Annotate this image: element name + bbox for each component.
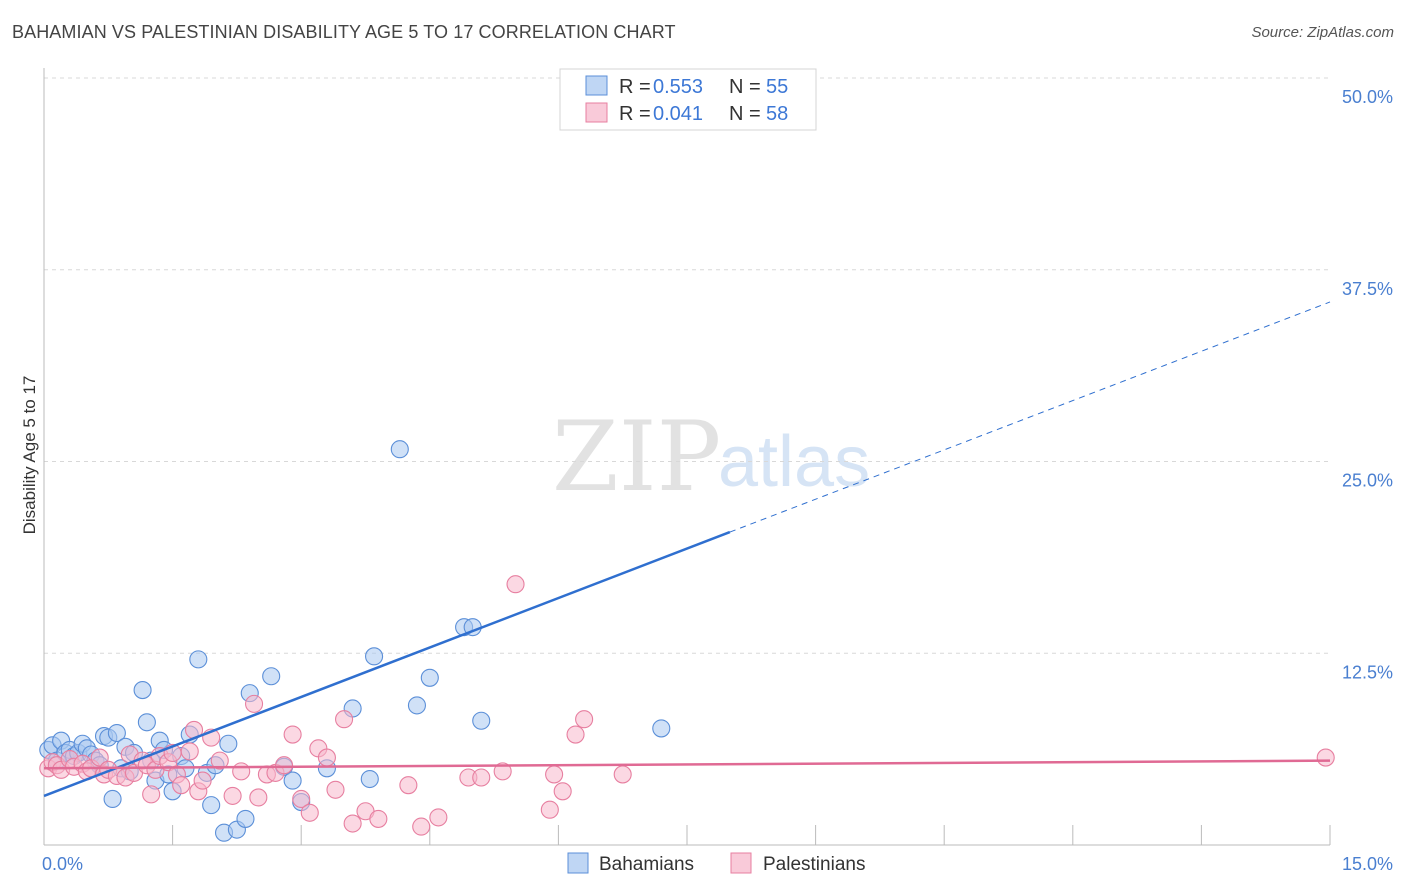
bahamians-point-54 bbox=[472, 711, 491, 730]
trend-lines bbox=[43, 301, 1331, 798]
grid-lines bbox=[44, 77, 1330, 654]
palestinians-point-49 bbox=[412, 817, 431, 836]
legend-r-label-palestinians: R = bbox=[619, 103, 651, 125]
bahamians-point-15 bbox=[103, 789, 122, 809]
palestinians-point-43 bbox=[326, 780, 345, 799]
watermark-zip: ZIP bbox=[552, 401, 721, 513]
bahamians-point-37 bbox=[219, 734, 238, 753]
bottom-legend-label-bahamians: Bahamians bbox=[599, 854, 694, 875]
palestinians-point-58 bbox=[566, 725, 585, 744]
tick-labels: 12.5% 25.0% 37.5% 50.0% 0.0% 15.0% bbox=[42, 87, 1393, 874]
palestinians-point-47 bbox=[369, 809, 388, 828]
bahamians-point-39 bbox=[236, 809, 255, 828]
palestinians-trend-line bbox=[43, 759, 1331, 770]
y-tick-label-1: 25.0% bbox=[1342, 471, 1393, 491]
stats-legend: R = 0.553 N = 55 R = 0.041 N = 58 bbox=[559, 68, 817, 131]
source-credit: Source: ZipAtlas.com bbox=[1251, 24, 1394, 41]
y-tick-label-3: 50.0% bbox=[1342, 87, 1393, 107]
legend-r-label-bahamians: R = bbox=[619, 76, 651, 98]
y-axis-title: Disability Age 5 to 17 bbox=[20, 376, 39, 535]
bahamians-point-34 bbox=[202, 796, 221, 815]
palestinians-point-53 bbox=[493, 762, 512, 781]
bahamians-point-16 bbox=[107, 723, 126, 743]
bahamians-point-49 bbox=[390, 440, 409, 459]
bahamians-point-55 bbox=[652, 719, 671, 738]
bahamians-point-22 bbox=[137, 713, 156, 732]
bottom-legend-label-palestinians: Palestinians bbox=[763, 854, 865, 875]
palestinians-point-59 bbox=[575, 710, 594, 729]
palestinians-point-38 bbox=[283, 725, 302, 744]
bahamians-point-32 bbox=[189, 650, 208, 669]
bahamians-point-41 bbox=[262, 667, 281, 686]
legend-swatch-bahamians bbox=[585, 75, 608, 96]
y-tick-label-0: 12.5% bbox=[1342, 662, 1393, 682]
legend-swatch-palestinians bbox=[585, 102, 608, 123]
legend-n-label-palestinians: N = bbox=[729, 103, 761, 125]
palestinians-point-34 bbox=[249, 788, 268, 807]
bahamians-point-50 bbox=[407, 696, 426, 715]
palestinians-point-24 bbox=[172, 776, 191, 795]
palestinians-point-33 bbox=[244, 694, 264, 713]
palestinians-points bbox=[39, 575, 1335, 836]
palestinians-point-40 bbox=[300, 803, 319, 822]
axes bbox=[43, 68, 1331, 846]
palestinians-point-31 bbox=[223, 786, 242, 805]
palestinians-point-48 bbox=[399, 776, 418, 795]
palestinians-point-30 bbox=[210, 751, 229, 770]
legend-n-value-bahamians: 55 bbox=[766, 76, 788, 98]
x-tick-label-1: 15.0% bbox=[1342, 854, 1393, 874]
palestinians-point-18 bbox=[142, 785, 161, 804]
bahamians-point-48 bbox=[365, 647, 384, 666]
palestinians-point-57 bbox=[553, 782, 572, 801]
palestinians-point-9 bbox=[90, 748, 109, 767]
bottom-legend-swatch-palestinians bbox=[730, 852, 752, 874]
palestinians-point-50 bbox=[429, 808, 448, 827]
palestinians-point-32 bbox=[232, 762, 251, 781]
legend-r-value-bahamians: 0.553 bbox=[653, 76, 703, 98]
bahamians-point-43 bbox=[283, 771, 302, 790]
palestinians-point-45 bbox=[343, 814, 362, 833]
bottom-legend-swatch-bahamians bbox=[567, 852, 589, 874]
legend-n-label-bahamians: N = bbox=[729, 76, 761, 98]
palestinians-point-56 bbox=[545, 765, 564, 784]
bahamians-point-47 bbox=[360, 769, 379, 789]
palestinians-point-54 bbox=[506, 575, 525, 594]
bahamians-point-51 bbox=[420, 668, 439, 687]
palestinians-point-25 bbox=[180, 742, 199, 761]
palestinians-point-28 bbox=[193, 771, 212, 790]
series-legend: Bahamians Palestinians bbox=[567, 852, 865, 875]
palestinians-point-37 bbox=[275, 756, 294, 775]
legend-n-value-palestinians: 58 bbox=[766, 103, 788, 125]
palestinians-point-44 bbox=[335, 710, 354, 729]
bahamians-point-21 bbox=[133, 681, 152, 700]
palestinians-point-52 bbox=[472, 768, 491, 787]
legend-r-value-palestinians: 0.041 bbox=[653, 103, 703, 125]
chart-title: BAHAMIAN VS PALESTINIAN DISABILITY AGE 5… bbox=[12, 22, 676, 42]
x-tick-label-0: 0.0% bbox=[42, 854, 83, 874]
palestinians-point-42 bbox=[317, 748, 336, 767]
palestinians-point-55 bbox=[540, 800, 559, 819]
palestinians-point-39 bbox=[292, 789, 311, 809]
bahamians-trend-extension bbox=[729, 301, 1331, 533]
palestinians-point-60 bbox=[613, 765, 632, 784]
palestinians-point-61 bbox=[1316, 748, 1335, 767]
bahamians-trend-line bbox=[43, 530, 731, 798]
y-tick-label-2: 37.5% bbox=[1342, 279, 1393, 299]
